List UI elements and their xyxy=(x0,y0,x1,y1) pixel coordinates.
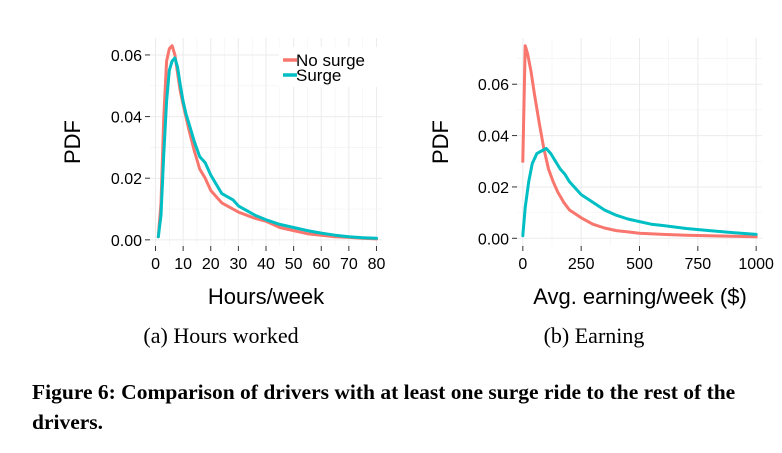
y-tick-label: 0.02 xyxy=(478,180,509,197)
legend-label-no-surge: No surge xyxy=(296,51,365,70)
x-axis-title-earning: Avg. earning/week ($) xyxy=(533,284,747,309)
y-tick-label: 0.00 xyxy=(111,233,142,250)
x-tick-label: 60 xyxy=(312,256,330,273)
y-axis-title-earning: PDF xyxy=(428,120,453,164)
x-tick-label: 750 xyxy=(684,256,711,273)
x-tick-label: 0 xyxy=(151,256,160,273)
series-line-earning-no-surge xyxy=(521,44,758,239)
x-axis-title-hours: Hours/week xyxy=(208,284,325,309)
legend: No surge Surge xyxy=(279,47,383,87)
x-tick-label: 1000 xyxy=(738,256,774,273)
x-ticks-hours: 0 10 20 30 40 50 60 70 80 xyxy=(151,246,385,273)
x-tick-label: 250 xyxy=(568,256,595,273)
x-tick-label: 500 xyxy=(626,256,653,273)
subcaption-earning: (b) Earning xyxy=(544,323,645,348)
series-line-earning-surge xyxy=(521,146,758,238)
x-tick-label: 0 xyxy=(518,256,527,273)
legend-box xyxy=(279,47,383,87)
grid-earning xyxy=(517,38,762,246)
x-tick-label: 30 xyxy=(229,256,247,273)
x-tick-label: 20 xyxy=(202,256,220,273)
series-line-hours-no-surge xyxy=(156,44,378,241)
x-ticks-earning: 0 250 500 750 1000 xyxy=(518,246,774,273)
legend-label-surge: Surge xyxy=(296,66,341,85)
figure-caption: Figure 6: Comparison of drivers with at … xyxy=(32,380,736,434)
y-axis-title-hours: PDF xyxy=(60,120,85,164)
subcaption-hours: (a) Hours worked xyxy=(143,323,298,348)
series-hours xyxy=(156,44,378,241)
x-tick-label: 50 xyxy=(285,256,303,273)
x-tick-label: 80 xyxy=(368,256,386,273)
x-tick-label: 40 xyxy=(257,256,275,273)
series-line-hours-surge xyxy=(156,56,378,240)
y-tick-label: 0.02 xyxy=(111,171,142,188)
series-earning xyxy=(521,44,758,239)
y-tick-label: 0.00 xyxy=(478,231,509,248)
y-tick-label: 0.04 xyxy=(478,129,509,146)
panel-hours-worked: 0.00 0.02 0.04 0.06 0 10 20 30 40 50 60 70 80 No su… xyxy=(60,38,385,348)
y-ticks-earning: 0.00 0.02 0.04 0.06 xyxy=(478,77,517,248)
y-tick-label: 0.06 xyxy=(111,48,142,65)
x-tick-label: 10 xyxy=(174,256,192,273)
x-tick-label: 70 xyxy=(340,256,358,273)
y-tick-label: 0.04 xyxy=(111,110,142,127)
y-ticks-hours: 0.00 0.02 0.04 0.06 xyxy=(111,48,150,250)
y-tick-label: 0.06 xyxy=(478,77,509,94)
panel-earning: 0.00 0.02 0.04 0.06 0 250 500 750 1000 PDF Avg.… xyxy=(428,38,774,348)
